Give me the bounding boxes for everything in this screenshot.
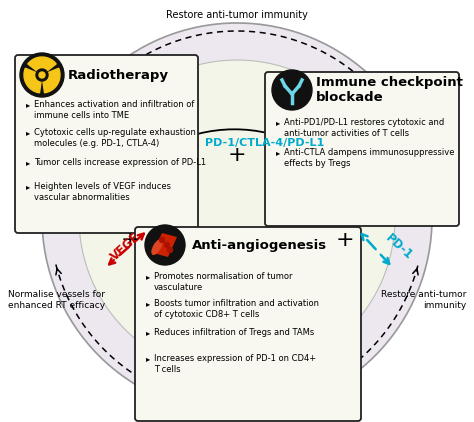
Circle shape [20, 53, 64, 97]
Text: VEGF: VEGF [108, 230, 143, 263]
Text: ▸: ▸ [146, 299, 150, 308]
FancyBboxPatch shape [135, 227, 361, 421]
Text: ▸: ▸ [146, 328, 150, 337]
Text: Restore anti-tumor
immunity: Restore anti-tumor immunity [381, 290, 466, 310]
Circle shape [272, 70, 312, 110]
Text: ▸: ▸ [26, 182, 30, 191]
Text: Anti-PD1/PD-L1 restores cytotoxic and
anti-tumor activities of T cells: Anti-PD1/PD-L1 restores cytotoxic and an… [284, 118, 444, 138]
Text: Anti-angiogenesis: Anti-angiogenesis [192, 238, 327, 252]
Circle shape [167, 247, 173, 252]
Text: +: + [228, 145, 246, 165]
Ellipse shape [151, 239, 163, 255]
Text: Tumor cells increase expression of PD-L1: Tumor cells increase expression of PD-L1 [34, 158, 206, 167]
Circle shape [36, 69, 48, 81]
Text: ▸: ▸ [26, 100, 30, 109]
Text: Boosts tumor infiltration and activation
of cytotoxic CD8+ T cells: Boosts tumor infiltration and activation… [154, 299, 319, 319]
Text: Normalise vessels for
enhanced RT efficacy: Normalise vessels for enhanced RT effica… [8, 290, 105, 310]
Circle shape [42, 23, 432, 413]
Circle shape [39, 72, 45, 78]
FancyBboxPatch shape [265, 72, 459, 226]
Text: Restore anti-tumor immunity: Restore anti-tumor immunity [166, 10, 308, 20]
Text: Increases expression of PD-1 on CD4+
T cells: Increases expression of PD-1 on CD4+ T c… [154, 354, 316, 374]
Text: ▸: ▸ [276, 148, 280, 157]
Circle shape [79, 60, 395, 376]
Circle shape [159, 238, 164, 243]
Text: Promotes normalisation of tumor
vasculature: Promotes normalisation of tumor vasculat… [154, 272, 292, 292]
Circle shape [145, 225, 185, 265]
Text: ▸: ▸ [26, 128, 30, 137]
Polygon shape [153, 233, 177, 257]
Text: Anti-CTLA dampens immunosuppressive
effects by Tregs: Anti-CTLA dampens immunosuppressive effe… [284, 148, 455, 168]
Text: PD-1/CTLA-4/PD-L1: PD-1/CTLA-4/PD-L1 [205, 138, 324, 148]
Text: PD-1: PD-1 [383, 232, 415, 262]
Text: Immune checkpoint
blockade: Immune checkpoint blockade [316, 76, 463, 104]
Polygon shape [28, 57, 56, 75]
Text: ▸: ▸ [146, 272, 150, 281]
Text: ▸: ▸ [146, 354, 150, 363]
Text: Radiotherapy: Radiotherapy [68, 68, 169, 81]
FancyBboxPatch shape [15, 55, 198, 233]
Polygon shape [24, 68, 42, 93]
Polygon shape [42, 68, 60, 93]
Text: +: + [336, 230, 354, 250]
Circle shape [164, 243, 170, 247]
Text: Cytotoxic cells up-regulate exhaustion
molecules (e.g. PD-1, CTLA-4): Cytotoxic cells up-regulate exhaustion m… [34, 128, 196, 149]
Text: Heighten levels of VEGF induces
vascular abnormalities: Heighten levels of VEGF induces vascular… [34, 182, 171, 203]
FancyArrowPatch shape [163, 129, 304, 147]
Text: Enhances activation and infiltration of
immune cells into TME: Enhances activation and infiltration of … [34, 100, 194, 120]
Text: ▸: ▸ [276, 118, 280, 127]
Text: +: + [121, 230, 139, 250]
Text: ▸: ▸ [26, 158, 30, 167]
Text: Reduces infiltration of Tregs and TAMs: Reduces infiltration of Tregs and TAMs [154, 328, 314, 337]
